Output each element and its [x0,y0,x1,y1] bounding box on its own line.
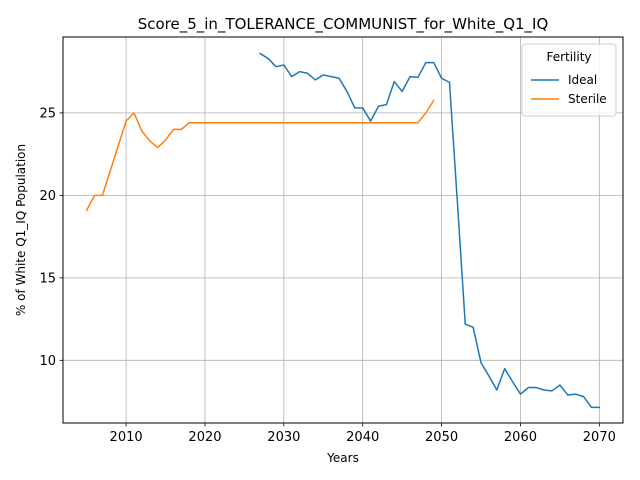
x-tick-label: 2020 [188,430,221,445]
x-tick-label: 2040 [346,430,379,445]
y-tick-label: 25 [39,106,56,121]
series-layer [85,52,601,409]
legend-label-sterile: Sterile [568,92,607,106]
x-tick-label: 2070 [583,430,616,445]
y-tick-label: 10 [39,354,56,369]
series-line-ideal [259,52,601,409]
legend-box [521,43,617,117]
y-tick-label: 20 [39,189,56,204]
x-tick-label: 2060 [504,430,537,445]
chart-title: Score_5_in_TOLERANCE_COMMUNIST_for_White… [138,15,549,34]
legend: Fertility Ideal Sterile [521,43,617,117]
y-axis: 10 15 20 25 [39,106,63,369]
legend-title: Fertility [546,50,591,64]
x-tick-label: 2050 [425,430,458,445]
x-axis: 2010 2020 2030 2040 2050 2060 2070 [110,423,616,445]
grid [63,37,623,423]
series-line-sterile [85,99,435,212]
x-axis-label: Years [326,451,359,465]
y-tick-label: 15 [39,271,56,286]
plot-frame [62,36,624,424]
legend-label-ideal: Ideal [568,73,597,87]
x-tick-label: 2010 [110,430,143,445]
x-tick-label: 2030 [267,430,300,445]
y-axis-label: % of White Q1_IQ Population [14,144,28,316]
